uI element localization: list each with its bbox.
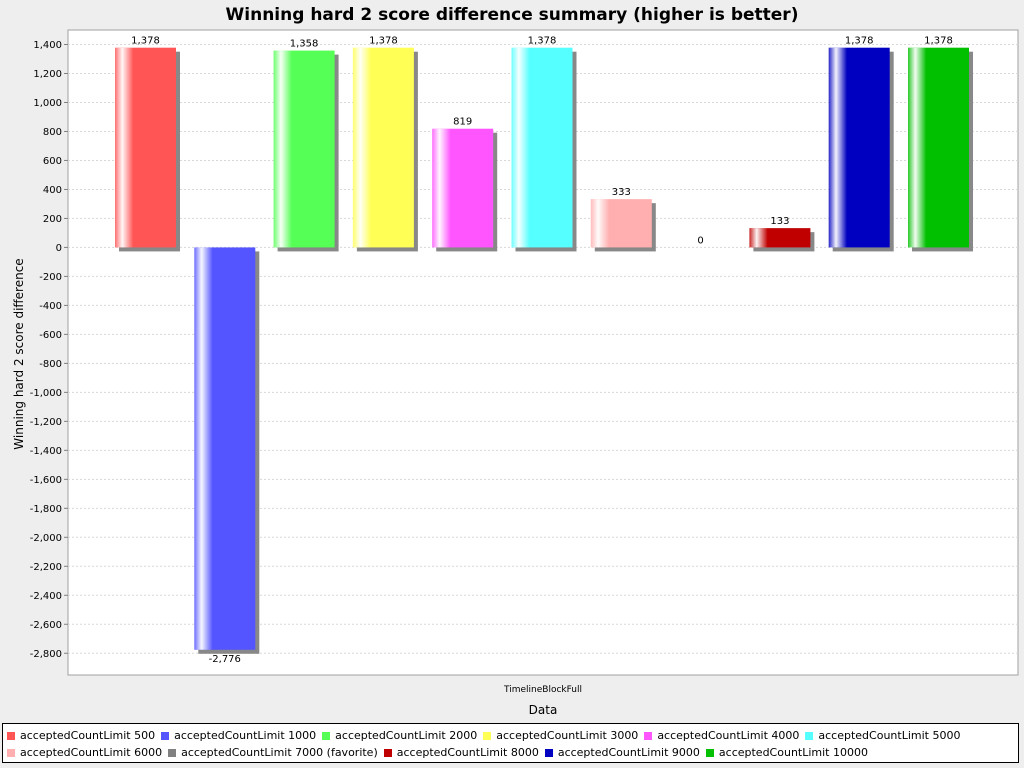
bar-highlight: [352, 47, 414, 248]
y-tick-label: -1,400: [30, 446, 62, 457]
legend-swatch: [7, 731, 15, 740]
legend-swatch: [168, 748, 177, 757]
legend-label: acceptedCountLimit 8000: [396, 746, 539, 759]
bar-highlight: [908, 47, 969, 248]
legend-swatch: [322, 731, 331, 740]
legend-item: acceptedCountLimit 4000: [644, 729, 799, 742]
y-tick-label: 800: [43, 127, 62, 138]
legend-item: acceptedCountLimit 1000: [161, 729, 316, 742]
data-label: 1,378: [131, 36, 160, 47]
legend-label: acceptedCountLimit 1000: [174, 729, 317, 742]
data-label: 1,378: [369, 36, 398, 47]
legend: acceptedCountLimit 500 acceptedCountLimit…: [2, 723, 1019, 763]
y-tick-label: 400: [43, 185, 62, 196]
y-tick-label: -2,400: [30, 591, 62, 602]
bar-highlight: [432, 128, 494, 248]
legend-swatch: [805, 731, 814, 740]
y-tick-label: -2,800: [30, 649, 62, 660]
x-category-label: TimelineBlockFull: [503, 685, 582, 695]
data-label: 1,378: [845, 36, 874, 47]
chart: Winning hard 2 score difference summary …: [12, 5, 1019, 717]
legend-swatch: [383, 748, 392, 757]
data-label: 0: [697, 235, 703, 246]
data-label: -2,776: [209, 654, 241, 665]
x-axis-label: Data: [529, 703, 558, 717]
legend-item: acceptedCountLimit 5000: [805, 729, 960, 742]
y-axis-label: Winning hard 2 score difference: [12, 258, 26, 449]
y-tick-label: 1,400: [33, 40, 62, 51]
y-tick-label: -2,600: [30, 620, 62, 631]
bar-highlight: [590, 199, 652, 248]
y-tick-label: 600: [43, 156, 62, 167]
legend-label: acceptedCountLimit 4000: [657, 729, 800, 742]
data-label: 333: [612, 187, 631, 198]
data-label: 819: [453, 117, 472, 128]
data-label: 133: [770, 216, 789, 227]
y-tick-label: 0: [56, 243, 62, 254]
legend-item: acceptedCountLimit 9000: [544, 746, 700, 759]
legend-swatch: [483, 731, 492, 740]
data-label: 1,378: [924, 36, 953, 47]
legend-swatch: [705, 748, 714, 757]
y-tick-label: -600: [39, 330, 62, 341]
bar-highlight: [273, 50, 335, 248]
legend-label: acceptedCountLimit 500: [20, 729, 156, 742]
legend-item: acceptedCountLimit 3000: [483, 729, 638, 742]
legend-label: acceptedCountLimit 10000: [718, 746, 868, 759]
legend-item: acceptedCountLimit 500: [7, 729, 155, 742]
bar-highlight: [511, 47, 573, 248]
legend-swatch: [544, 748, 553, 757]
y-tick-label: -1,600: [30, 475, 62, 486]
bar-highlight: [828, 47, 890, 248]
y-tick-label: -2,200: [30, 562, 62, 573]
y-tick-label: 1,200: [33, 69, 62, 80]
legend-swatch: [644, 731, 653, 740]
legend-item: acceptedCountLimit 7000 (favorite): [168, 746, 378, 759]
data-label: 1,378: [528, 36, 557, 47]
legend-label: acceptedCountLimit 9000: [557, 746, 700, 759]
legend-label: acceptedCountLimit 5000: [818, 729, 961, 742]
y-tick-label: -1,200: [30, 417, 62, 428]
y-tick-label: -200: [39, 272, 62, 283]
y-tick-label: 200: [43, 214, 62, 225]
legend-item: acceptedCountLimit 10000: [705, 746, 868, 759]
legend-row: acceptedCountLimit 500 acceptedCountLimit…: [7, 727, 1018, 744]
legend-item: acceptedCountLimit 8000: [383, 746, 539, 759]
legend-row: acceptedCountLimit 6000 acceptedCountLimi…: [7, 744, 1018, 761]
y-tick-label: 1,000: [33, 98, 62, 109]
y-tick-label: -800: [39, 359, 62, 370]
bar-highlight: [194, 247, 256, 650]
data-label: 1,358: [290, 39, 319, 50]
legend-item: acceptedCountLimit 2000: [322, 729, 477, 742]
y-tick-label: -1,000: [30, 388, 62, 399]
legend-item: acceptedCountLimit 6000: [7, 746, 162, 759]
legend-label: acceptedCountLimit 2000: [335, 729, 478, 742]
legend-label: acceptedCountLimit 7000 (favorite): [181, 746, 378, 759]
bar-highlight: [749, 228, 811, 248]
bar-highlight: [115, 47, 176, 248]
legend-swatch: [161, 731, 170, 740]
y-tick-label: -2,000: [30, 533, 62, 544]
legend-label: acceptedCountLimit 6000: [20, 746, 163, 759]
chart-title: Winning hard 2 score difference summary …: [226, 5, 799, 25]
y-tick-label: -400: [39, 301, 62, 312]
legend-swatch: [7, 748, 15, 757]
legend-label: acceptedCountLimit 3000: [496, 729, 639, 742]
y-tick-label: -1,800: [30, 504, 62, 515]
